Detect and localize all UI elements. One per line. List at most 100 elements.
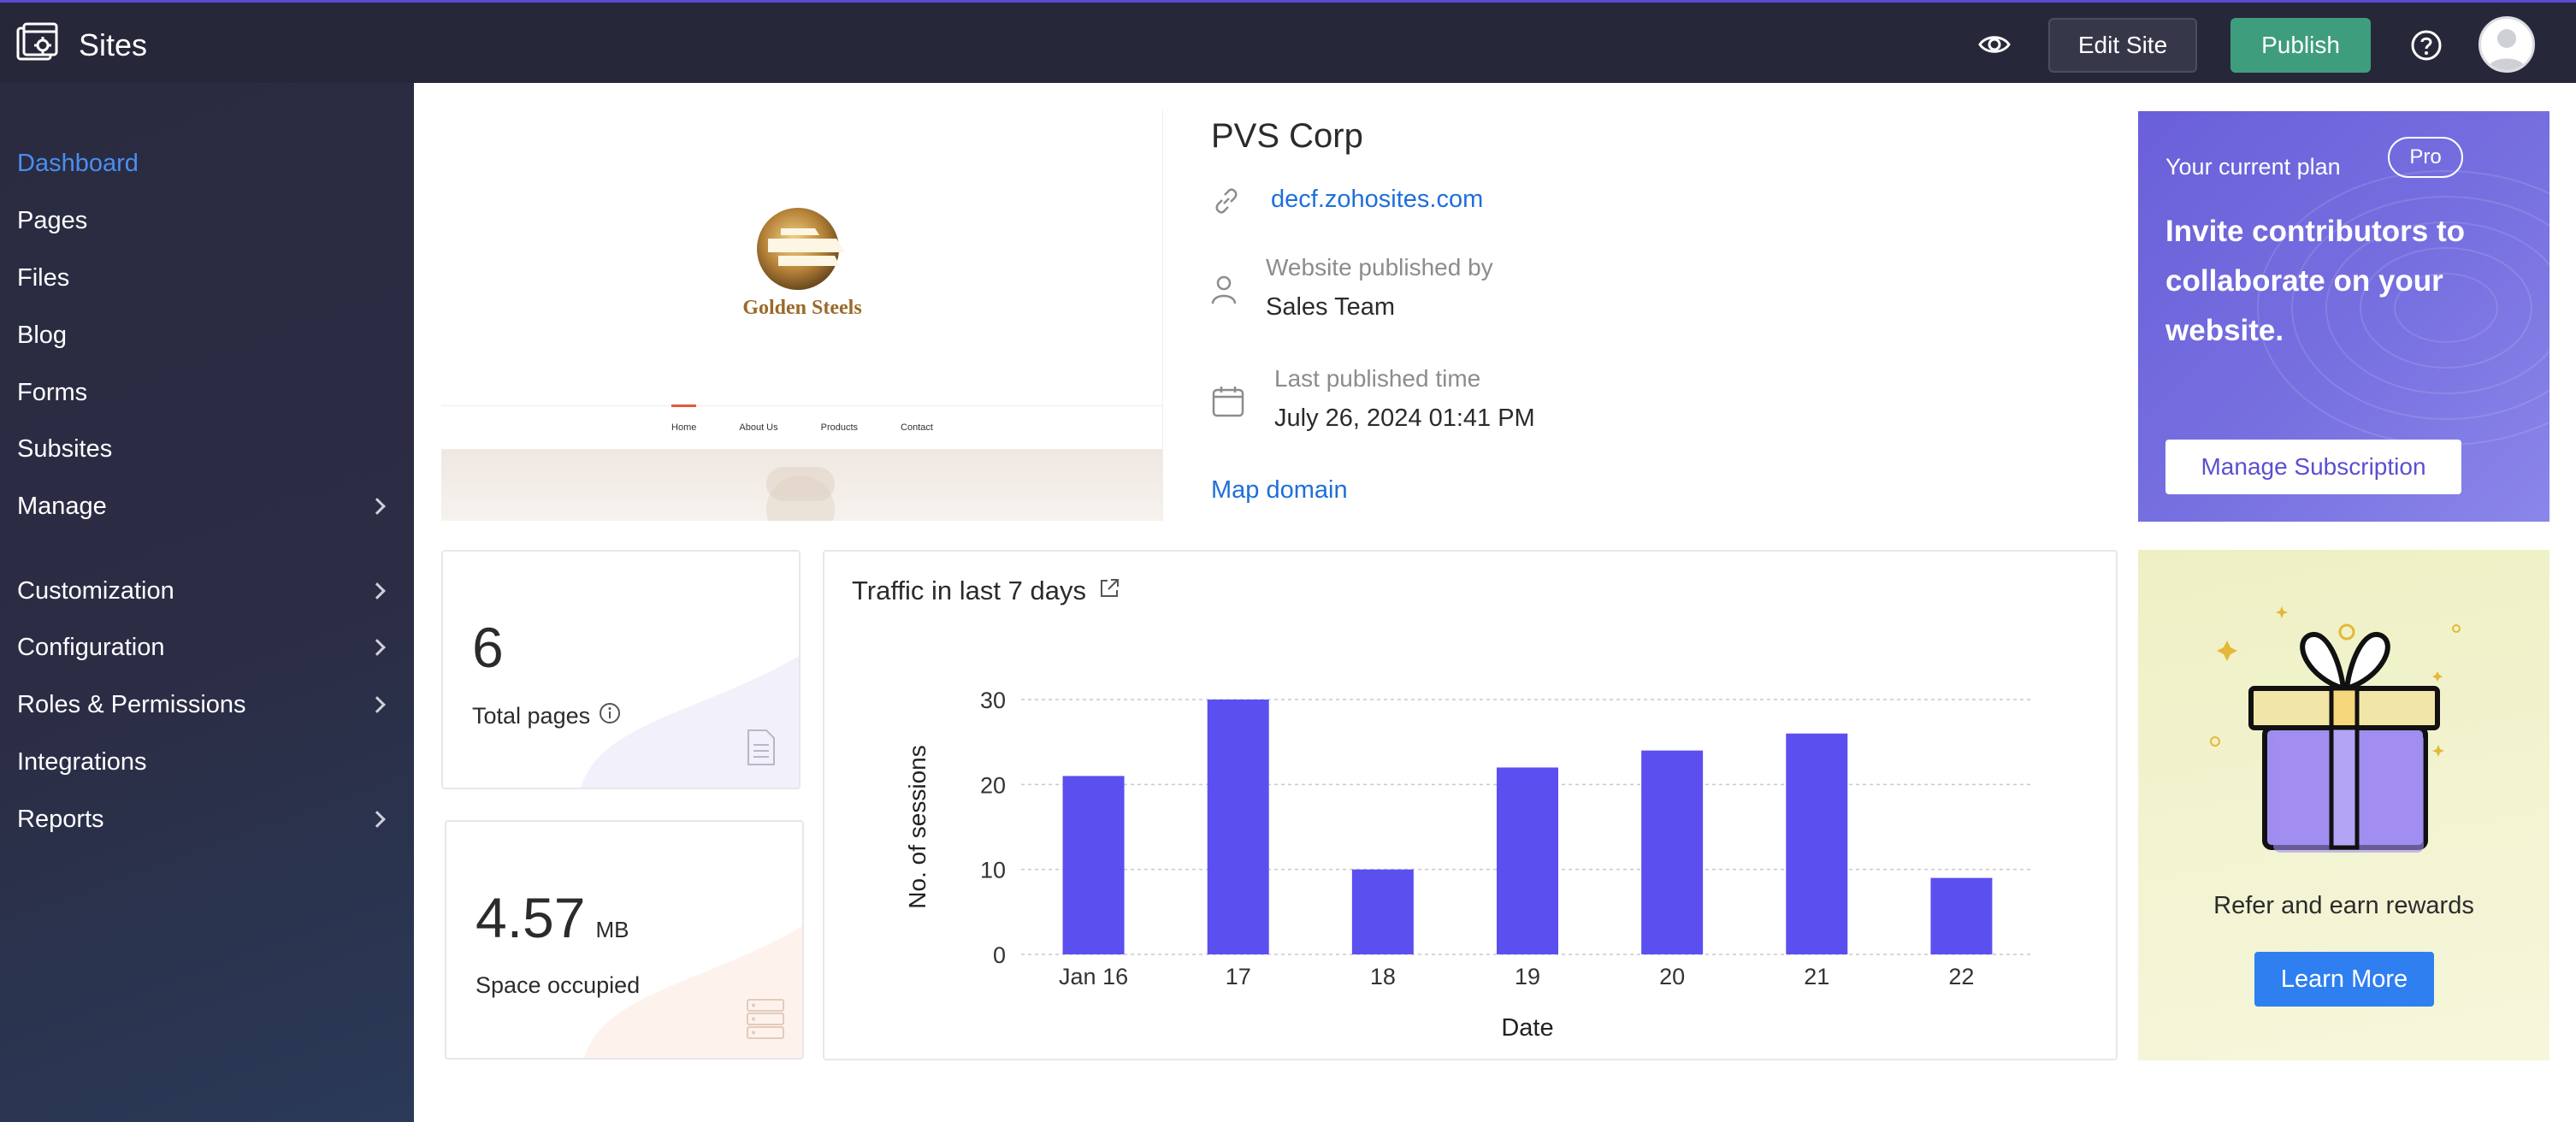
x-tick-label: Jan 16 (1059, 964, 1128, 989)
sidebar-item-forms[interactable]: Forms (17, 369, 393, 416)
sidebar-item-manage[interactable]: Manage (17, 482, 393, 530)
last-published-label: Last published time (1274, 365, 1481, 392)
chevron-right-icon (369, 696, 386, 713)
sidebar-item-files[interactable]: Files (17, 254, 393, 302)
sidebar-item-label: Customization (17, 576, 174, 605)
document-icon (746, 728, 777, 771)
external-link-icon[interactable] (1098, 576, 1120, 606)
site-url-link[interactable]: decf.zohosites.com (1271, 186, 1484, 213)
space-occupied-unit: MB (595, 917, 629, 942)
preview-hero-image (441, 450, 1162, 521)
link-icon (1211, 186, 1242, 221)
last-published-row: Last published time July 26, 2024 01:41 … (1211, 365, 1535, 433)
x-tick-label: 19 (1515, 964, 1540, 989)
sidebar-item-pages[interactable]: Pages (17, 197, 393, 245)
sidebar-item-label: Manage (17, 492, 107, 520)
help-icon[interactable] (2410, 29, 2443, 66)
main-content: Golden Steels Home About Us Products Con… (414, 83, 2576, 1122)
map-domain-link[interactable]: Map domain (1211, 476, 1348, 504)
published-by-value: Sales Team (1266, 293, 1395, 321)
bar[interactable] (1207, 700, 1269, 954)
current-plan-card: Your current plan Pro Invite contributor… (2138, 111, 2549, 522)
y-tick-label: 10 (980, 858, 1006, 883)
contour-pattern (2257, 170, 2549, 446)
chevron-right-icon (369, 811, 386, 828)
sidebar-item-reports[interactable]: Reports (17, 795, 393, 843)
calendar-icon (1211, 384, 1245, 422)
preview-navigation: Home About Us Products Contact (441, 405, 1162, 450)
bar[interactable] (1062, 776, 1125, 954)
chevron-right-icon (369, 639, 386, 656)
sidebar-item-label: Integrations (17, 747, 147, 776)
site-name: PVS Corp (1211, 117, 1363, 155)
bar[interactable] (1497, 767, 1558, 954)
refer-earn-card: Refer and earn rewards Learn More (2138, 550, 2549, 1060)
bar[interactable] (1351, 869, 1414, 954)
y-tick-label: 30 (980, 688, 1006, 713)
manage-subscription-button[interactable]: Manage Subscription (2165, 440, 2461, 494)
brand[interactable]: Sites (15, 21, 147, 68)
y-axis-title: No. of sessions (904, 745, 931, 908)
plan-badge: Pro (2388, 137, 2463, 178)
chevron-right-icon (369, 498, 386, 515)
bar[interactable] (1930, 877, 1993, 954)
chart-title-row: Traffic in last 7 days (852, 576, 1120, 606)
publish-button[interactable]: Publish (2230, 18, 2371, 73)
sidebar-item-integrations[interactable]: Integrations (17, 738, 393, 786)
golden-steels-logo: Golden Steels (734, 204, 871, 324)
y-tick-label: 20 (980, 772, 1006, 798)
sidebar-item-blog[interactable]: Blog (17, 311, 393, 359)
sidebar-item-customization[interactable]: Customization (17, 567, 393, 615)
sidebar-item-subsites[interactable]: Subsites (17, 425, 393, 473)
sidebar: Dashboard Pages Files Blog Forms Subsite… (0, 83, 414, 1122)
plan-message: Invite contributors to collaborate on yo… (2165, 215, 2465, 347)
card-decoration (581, 656, 799, 788)
space-occupied-label: Space occupied (476, 972, 641, 998)
y-tick-label: 0 (993, 942, 1006, 968)
x-tick-label: 22 (1948, 964, 1974, 989)
user-avatar[interactable] (2479, 16, 2535, 73)
total-pages-label: Total pages (472, 703, 591, 729)
info-icon[interactable] (599, 702, 621, 730)
preview-nav-home: Home (650, 405, 718, 449)
top-bar: Sites Edit Site Publish (0, 0, 2576, 83)
sidebar-item-label: Roles & Permissions (17, 690, 246, 718)
total-pages-value: 6 (472, 616, 504, 679)
sites-logo-icon (15, 21, 63, 68)
sidebar-item-label: Configuration (17, 633, 165, 661)
sidebar-item-label: Blog (17, 321, 68, 349)
gift-icon (2210, 606, 2461, 853)
sidebar-item-dashboard[interactable]: Dashboard (17, 139, 393, 187)
app-title: Sites (79, 27, 148, 62)
published-by-label: Website published by (1266, 254, 1493, 280)
preview-eye-icon[interactable] (1977, 29, 2012, 64)
space-occupied-value-row: 4.57 MB (476, 885, 629, 950)
chart-title: Traffic in last 7 days (852, 576, 1086, 605)
sidebar-item-configuration[interactable]: Configuration (17, 623, 393, 671)
bar[interactable] (1641, 750, 1704, 954)
sidebar-item-label: Dashboard (17, 149, 139, 177)
edit-site-button[interactable]: Edit Site (2048, 18, 2197, 73)
x-tick-label: 21 (1804, 964, 1829, 989)
sidebar-item-roles-permissions[interactable]: Roles & Permissions (17, 681, 393, 729)
sidebar-item-label: Forms (17, 378, 88, 406)
bar[interactable] (1786, 733, 1848, 954)
storage-icon (746, 998, 785, 1045)
sidebar-item-label: Files (17, 263, 70, 292)
x-tick-label: 17 (1226, 964, 1251, 989)
preview-nav-contact: Contact (901, 422, 933, 433)
learn-more-button[interactable]: Learn More (2254, 952, 2434, 1007)
logo-text: Golden Steels (742, 297, 861, 319)
x-tick-label: 20 (1659, 964, 1685, 989)
site-preview-thumbnail[interactable]: Golden Steels Home About Us Products Con… (441, 110, 1163, 521)
x-axis-title: Date (1501, 1014, 1553, 1042)
space-occupied-card: 4.57 MB Space occupied (445, 820, 804, 1060)
total-pages-card: 6 Total pages (441, 550, 801, 789)
traffic-chart-card: Traffic in last 7 days 0 10 20 30 Jan 16 17 18… (823, 550, 2118, 1060)
sidebar-item-label: Reports (17, 805, 104, 833)
space-occupied-value: 4.57 (476, 886, 586, 949)
chevron-right-icon (369, 582, 386, 599)
last-published-value: July 26, 2024 01:41 PM (1274, 405, 1535, 432)
sidebar-item-label: Subsites (17, 434, 113, 463)
preview-nav-products: Products (820, 422, 859, 433)
